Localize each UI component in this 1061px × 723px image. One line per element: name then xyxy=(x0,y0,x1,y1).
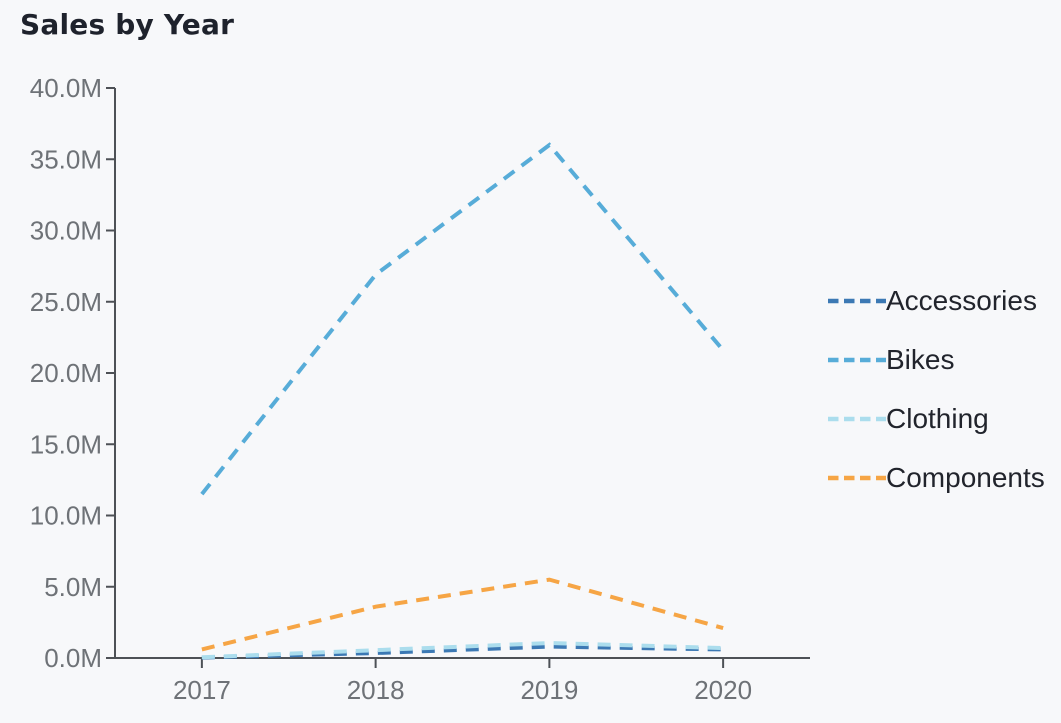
y-axis-tick-label: 35.0M xyxy=(30,144,102,174)
line-chart-plot-area[interactable]: 0.0M 5.0M 10.0M 15.0M 20.0M 25.0M 30.0M 35.0M 40… xyxy=(0,0,825,723)
x-axis-tick-label: 2017 xyxy=(173,675,231,705)
bikes-dash-swatch xyxy=(828,357,886,363)
clothing-dash-swatch xyxy=(828,416,886,422)
y-axis-tick-label: 0.0M xyxy=(44,643,102,673)
x-axis-tick-label: 2020 xyxy=(694,675,752,705)
y-axis-tick-label: 15.0M xyxy=(30,429,102,459)
series-line-components[interactable] xyxy=(201,577,724,652)
y-axis-tick-label: 10.0M xyxy=(30,501,102,531)
legend-label-clothing: Clothing xyxy=(886,403,989,434)
legend-item-bikes[interactable]: Bikes xyxy=(828,345,1045,375)
chart-legend: Accessories Bikes Clothing Components xyxy=(828,286,1045,493)
legend-item-accessories[interactable]: Accessories xyxy=(828,286,1045,316)
legend-item-components[interactable]: Components xyxy=(828,463,1045,493)
components-dash-swatch xyxy=(828,475,886,481)
legend-label-components: Components xyxy=(886,462,1045,493)
chart-title: Sales by Year xyxy=(20,8,235,41)
y-axis-tick-label: 40.0M xyxy=(30,73,102,103)
y-axis-tick-label: 5.0M xyxy=(44,572,102,602)
legend-label-accessories: Accessories xyxy=(886,285,1037,316)
x-axis-tick-label: 2019 xyxy=(520,675,578,705)
y-axis-tick-label: 20.0M xyxy=(30,358,102,388)
y-axis-tick-label: 25.0M xyxy=(30,287,102,317)
y-axis-tick-label: 30.0M xyxy=(30,216,102,246)
series-line-bikes[interactable] xyxy=(200,142,725,496)
x-axis-tick-label: 2018 xyxy=(347,675,405,705)
accessories-dash-swatch xyxy=(828,298,886,304)
legend-item-clothing[interactable]: Clothing xyxy=(828,404,1045,434)
legend-label-bikes: Bikes xyxy=(886,344,955,375)
